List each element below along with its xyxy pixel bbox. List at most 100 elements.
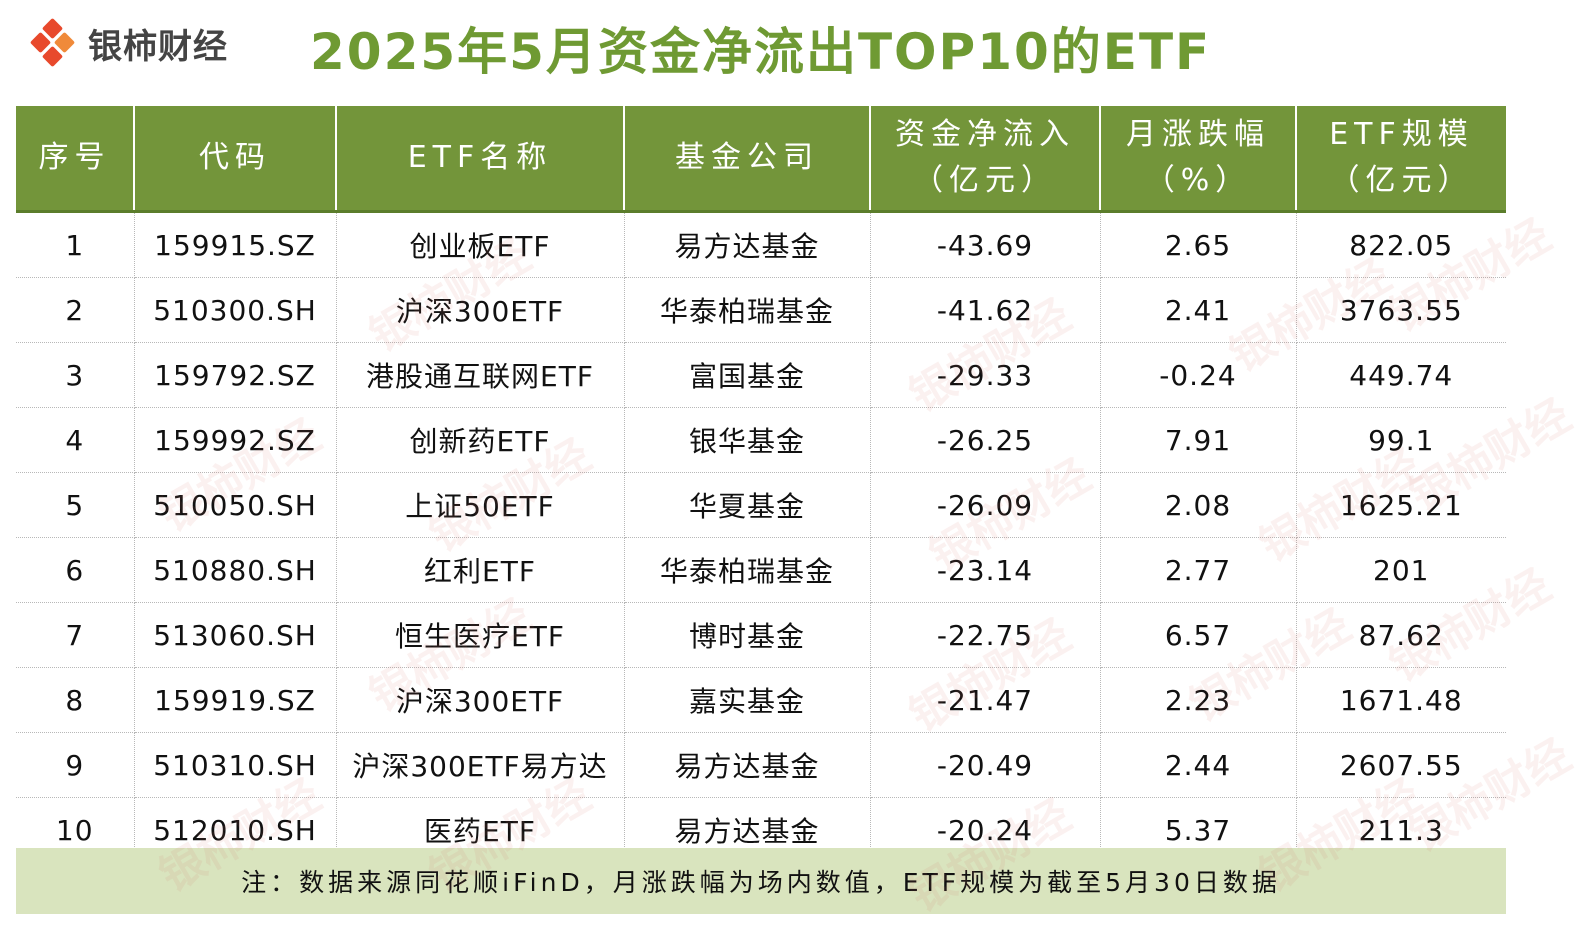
table-cell: 201	[1296, 537, 1506, 603]
table-cell: -26.25	[870, 407, 1101, 473]
table-cell: 创业板ETF	[336, 210, 625, 278]
table-cell: 9	[16, 732, 135, 798]
table-cell: 沪深300ETF	[336, 277, 625, 343]
column-header: 资金净流入 （亿元）	[870, 106, 1101, 212]
column-header-line: （亿元）	[913, 163, 1057, 198]
page-header: 银柿财经 2025年5月资金净流出TOP10的ETF	[0, 0, 1580, 100]
table-cell: 富国基金	[624, 342, 871, 408]
table-row: 3 159792.SZ 港股通互联网ETF 富国基金 -29.33 -0.24 449.74	[16, 342, 1506, 408]
logo-diamond-icon	[26, 16, 80, 70]
table-cell: 2.77	[1100, 537, 1297, 603]
table-cell: 华泰柏瑞基金	[624, 277, 871, 343]
table-cell: 2	[16, 277, 135, 343]
table-row: 7 513060.SH 恒生医疗ETF 博时基金 -22.75 6.57 87.62	[16, 602, 1506, 668]
column-header-line: 月涨跌幅	[1126, 117, 1270, 152]
table-row: 5 510050.SH 上证50ETF 华夏基金 -26.09 2.08 1625.21	[16, 472, 1506, 538]
table-cell: 159915.SZ	[134, 210, 337, 278]
brand-logo: 银柿财经	[26, 16, 228, 70]
table-cell: -20.49	[870, 732, 1101, 798]
table-cell: 华泰柏瑞基金	[624, 537, 871, 603]
header-row: 序号 代码 ETF名称 基金公司 资金净流入 （亿元） 月涨跌幅 （%） ETF规模 （亿元）	[16, 106, 1506, 212]
column-header-line: 基金公司	[675, 140, 819, 175]
column-header-line: ETF规模	[1329, 117, 1474, 152]
table-cell: 513060.SH	[134, 602, 337, 668]
column-header: ETF规模 （亿元）	[1296, 106, 1506, 212]
table-cell: 8	[16, 667, 135, 733]
brand-name: 银柿财经	[88, 26, 228, 67]
table-cell: 1	[16, 210, 135, 278]
table-cell: 87.62	[1296, 602, 1506, 668]
table-cell: 3	[16, 342, 135, 408]
table-cell: 99.1	[1296, 407, 1506, 473]
table-cell: 159792.SZ	[134, 342, 337, 408]
page-title: 2025年5月资金净流出TOP10的ETF	[310, 23, 1212, 81]
table-cell: 易方达基金	[624, 210, 871, 278]
table-cell: -26.09	[870, 472, 1101, 538]
table-cell: -23.14	[870, 537, 1101, 603]
table-header: 序号 代码 ETF名称 基金公司 资金净流入 （亿元） 月涨跌幅 （%） ETF规模 （亿元）	[16, 106, 1506, 212]
column-header-line: （%）	[1144, 163, 1252, 198]
table-row: 9 510310.SH 沪深300ETF易方达 易方达基金 -20.49 2.44 2607…	[16, 732, 1506, 798]
column-header-line: 序号	[38, 140, 111, 175]
table-cell: 1671.48	[1296, 667, 1506, 733]
column-header: 月涨跌幅 （%）	[1100, 106, 1297, 212]
table-cell: 822.05	[1296, 210, 1506, 278]
table-cell: 449.74	[1296, 342, 1506, 408]
table-cell: 7.91	[1100, 407, 1297, 473]
table-row: 8 159919.SZ 沪深300ETF 嘉实基金 -21.47 2.23 1671.48	[16, 667, 1506, 733]
table-cell: 沪深300ETF	[336, 667, 625, 733]
table-cell: 恒生医疗ETF	[336, 602, 625, 668]
table-cell: 易方达基金	[624, 732, 871, 798]
table-cell: 2.23	[1100, 667, 1297, 733]
table-cell: 510880.SH	[134, 537, 337, 603]
data-table: 序号 代码 ETF名称 基金公司 资金净流入 （亿元） 月涨跌幅 （%） ETF规模 （亿元） 1…	[16, 106, 1506, 863]
table-cell: 上证50ETF	[336, 472, 625, 538]
table-body: 1 159915.SZ 创业板ETF 易方达基金 -43.69 2.65 822.05 2 51…	[16, 210, 1506, 863]
table-cell: 2.65	[1100, 210, 1297, 278]
table-row: 6 510880.SH 红利ETF 华泰柏瑞基金 -23.14 2.77 201	[16, 537, 1506, 603]
table-cell: 1625.21	[1296, 472, 1506, 538]
column-header-line: （亿元）	[1329, 163, 1474, 198]
table-cell: 红利ETF	[336, 537, 625, 603]
table-cell: -0.24	[1100, 342, 1297, 408]
table-row: 2 510300.SH 沪深300ETF 华泰柏瑞基金 -41.62 2.41 3763.5…	[16, 277, 1506, 343]
table-cell: -41.62	[870, 277, 1101, 343]
table-cell: -29.33	[870, 342, 1101, 408]
column-header-line: 代码	[199, 140, 271, 175]
table-cell: 2.44	[1100, 732, 1297, 798]
table-cell: 嘉实基金	[624, 667, 871, 733]
etf-outflow-table: 序号 代码 ETF名称 基金公司 资金净流入 （亿元） 月涨跌幅 （%） ETF规模 （亿元） 1…	[16, 106, 1506, 863]
table-cell: 510050.SH	[134, 472, 337, 538]
footnote: 注：数据来源同花顺iFinD，月涨跌幅为场内数值，ETF规模为截至5月30日数据	[16, 848, 1506, 914]
table-cell: 港股通互联网ETF	[336, 342, 625, 408]
table-cell: 6.57	[1100, 602, 1297, 668]
table-cell: -21.47	[870, 667, 1101, 733]
table-cell: -43.69	[870, 210, 1101, 278]
table-cell: -22.75	[870, 602, 1101, 668]
table-cell: 3763.55	[1296, 277, 1506, 343]
table-cell: 博时基金	[624, 602, 871, 668]
table-cell: 159919.SZ	[134, 667, 337, 733]
table-cell: 510310.SH	[134, 732, 337, 798]
table-cell: 2607.55	[1296, 732, 1506, 798]
table-cell: 银华基金	[624, 407, 871, 473]
column-header-line: 资金净流入	[895, 117, 1075, 152]
column-header: 序号	[16, 106, 135, 212]
table-cell: 7	[16, 602, 135, 668]
column-header: ETF名称	[336, 106, 625, 212]
table-cell: 2.08	[1100, 472, 1297, 538]
table-cell: 159992.SZ	[134, 407, 337, 473]
table-row: 4 159992.SZ 创新药ETF 银华基金 -26.25 7.91 99.1	[16, 407, 1506, 473]
column-header: 代码	[134, 106, 337, 212]
table-cell: 5	[16, 472, 135, 538]
column-header: 基金公司	[624, 106, 871, 212]
table-cell: 510300.SH	[134, 277, 337, 343]
table-cell: 沪深300ETF易方达	[336, 732, 625, 798]
table-cell: 4	[16, 407, 135, 473]
table-cell: 华夏基金	[624, 472, 871, 538]
table-cell: 6	[16, 537, 135, 603]
table-cell: 创新药ETF	[336, 407, 625, 473]
table-row: 1 159915.SZ 创业板ETF 易方达基金 -43.69 2.65 822.05	[16, 210, 1506, 278]
table-cell: 2.41	[1100, 277, 1297, 343]
column-header-line: ETF名称	[407, 140, 553, 175]
